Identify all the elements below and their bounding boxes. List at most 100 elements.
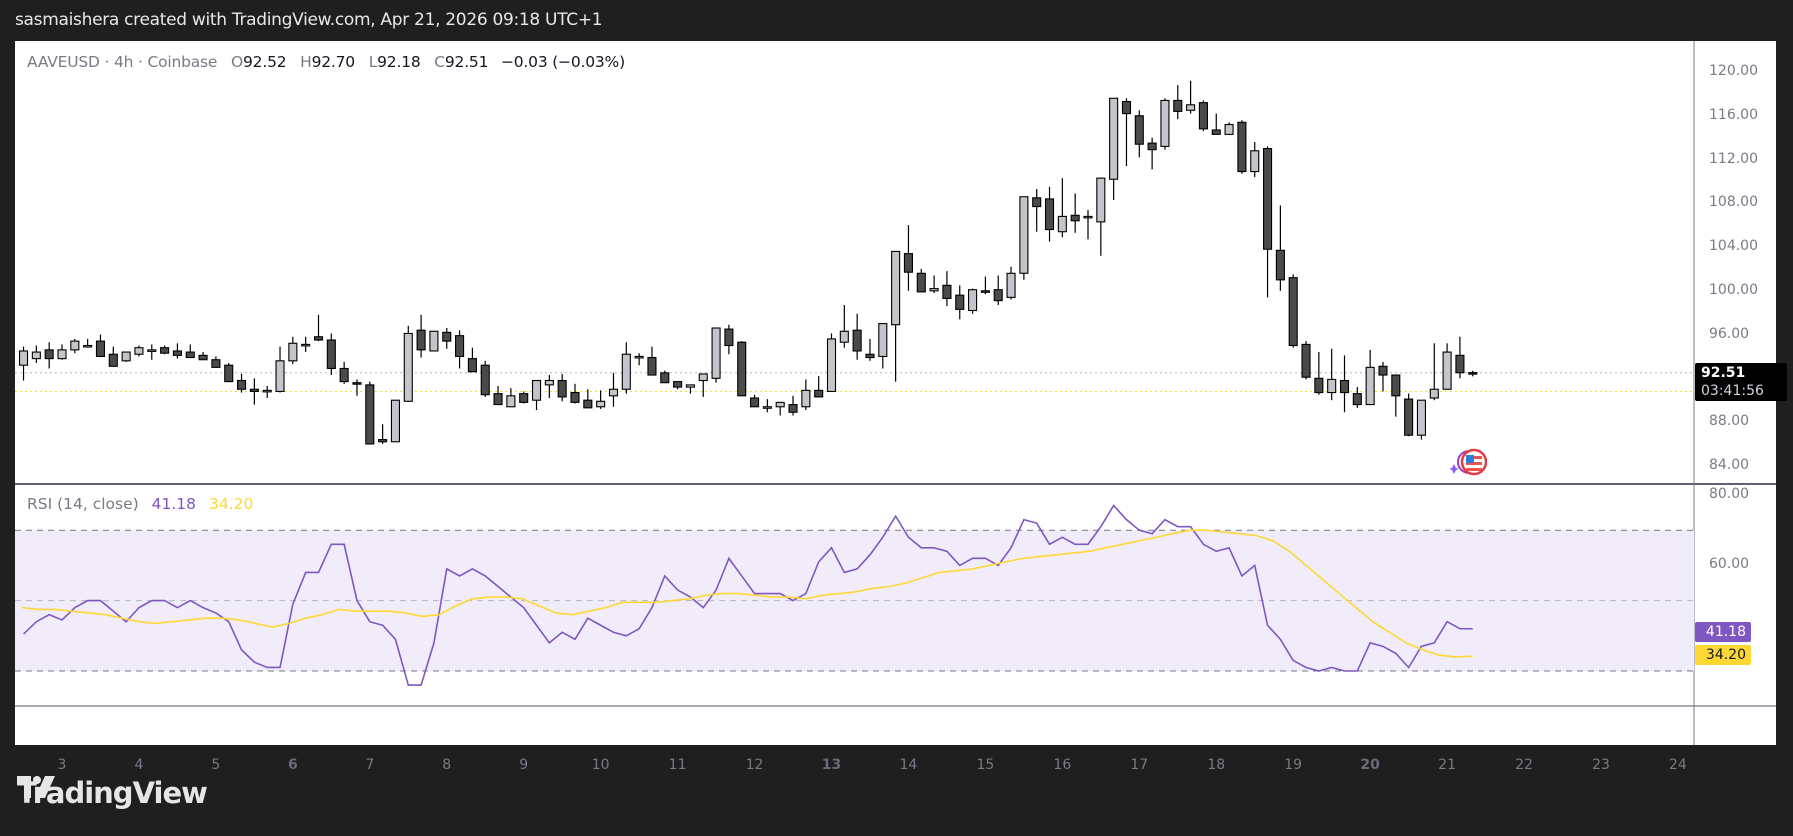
candle [108, 346, 118, 367]
candle [224, 363, 234, 383]
candle [44, 342, 54, 369]
candle [698, 373, 708, 397]
candle [1455, 336, 1465, 379]
candle [1083, 209, 1093, 240]
open-value: 92.52 [243, 53, 287, 71]
candle [1173, 85, 1183, 120]
time-tick: 5 [211, 757, 221, 773]
tradingview-logo[interactable]: TradingView [17, 776, 208, 810]
candle [621, 342, 631, 394]
candle [1070, 193, 1080, 233]
candle [852, 313, 862, 360]
candle [775, 401, 785, 416]
candle [147, 344, 157, 360]
candle [506, 388, 516, 408]
candle [339, 361, 349, 384]
candle [1147, 137, 1157, 170]
candle [557, 373, 567, 402]
price-tick: 120.00 [1709, 63, 1758, 79]
economic-events-icon[interactable] [1447, 447, 1487, 477]
time-tick: 24 [1669, 757, 1687, 773]
candle [121, 351, 131, 362]
close-value: 92.51 [444, 53, 489, 71]
time-tick: 13 [821, 757, 842, 773]
symbol-name[interactable]: AAVEUSD [27, 53, 100, 71]
price-tick: 96.00 [1709, 325, 1750, 342]
candle [762, 399, 772, 413]
interval[interactable]: 4h [113, 53, 134, 71]
candle [237, 373, 247, 393]
candle [70, 338, 80, 354]
rsi-title[interactable]: RSI (14, close) [27, 495, 139, 513]
candle [442, 327, 452, 349]
candle [660, 370, 670, 384]
rsi-ma-line [22, 529, 1473, 658]
candle [211, 356, 221, 368]
candle [31, 345, 41, 364]
time-tick: 10 [591, 757, 610, 773]
time-tick: 11 [668, 757, 687, 773]
candle [172, 343, 182, 359]
chart-panel[interactable]: AAVEUSD · 4h · Coinbase O92.52 H92.70 L9… [15, 41, 1787, 773]
candle [1160, 98, 1170, 150]
time-tick: 6 [287, 757, 298, 773]
candle [724, 324, 734, 355]
time-tick: 7 [365, 757, 375, 773]
candle [1327, 348, 1337, 401]
candle [198, 352, 208, 361]
price-tick: 100.00 [1709, 281, 1758, 298]
time-tick: 19 [1284, 757, 1303, 773]
candle [262, 385, 272, 399]
candle [249, 378, 259, 405]
candle [596, 390, 606, 409]
candle [57, 344, 67, 360]
candle [916, 268, 926, 293]
candle [1186, 80, 1196, 114]
rsi-line [22, 504, 1473, 686]
tradingview-logo-icon [17, 776, 55, 798]
time-tick: 18 [1207, 757, 1226, 773]
price-tick: 112.00 [1709, 150, 1758, 167]
candle [416, 314, 426, 358]
candle [480, 360, 490, 397]
price-tick: 88.00 [1709, 413, 1750, 430]
candle [1442, 343, 1452, 390]
time-tick: 16 [1053, 757, 1072, 773]
candle [583, 389, 593, 409]
price-tick: 108.00 [1709, 194, 1758, 211]
candle [749, 394, 760, 408]
candle [403, 325, 413, 402]
candle [1404, 393, 1414, 437]
candle [608, 372, 619, 407]
candle [1057, 178, 1067, 238]
candle [1096, 177, 1106, 256]
candle [519, 391, 529, 404]
candle [18, 346, 29, 381]
last-price-tag: 92.51 03:41:56 [1695, 363, 1787, 401]
candle [301, 336, 311, 353]
time-tick: 12 [745, 757, 764, 773]
candle [1429, 343, 1439, 401]
time-tick: 3 [57, 757, 67, 773]
candle [275, 346, 285, 393]
rsi-tick: 60.00 [1709, 556, 1750, 573]
candle [929, 275, 939, 293]
candle [1006, 266, 1016, 300]
candle [1198, 100, 1208, 132]
candle [1263, 146, 1273, 298]
candle [1275, 205, 1285, 291]
chart-canvas[interactable] [15, 41, 1776, 745]
candle [378, 424, 388, 444]
candle [1468, 370, 1478, 377]
candle [1416, 399, 1426, 440]
candle [185, 344, 195, 359]
candle [352, 379, 362, 396]
candle [1339, 355, 1350, 413]
change-value: −0.03 (−0.03%) [500, 53, 625, 71]
candle [455, 330, 465, 369]
candle [134, 345, 144, 357]
candle [942, 271, 952, 307]
candle [878, 323, 888, 369]
time-tick: 15 [976, 757, 995, 773]
candle [313, 314, 324, 342]
